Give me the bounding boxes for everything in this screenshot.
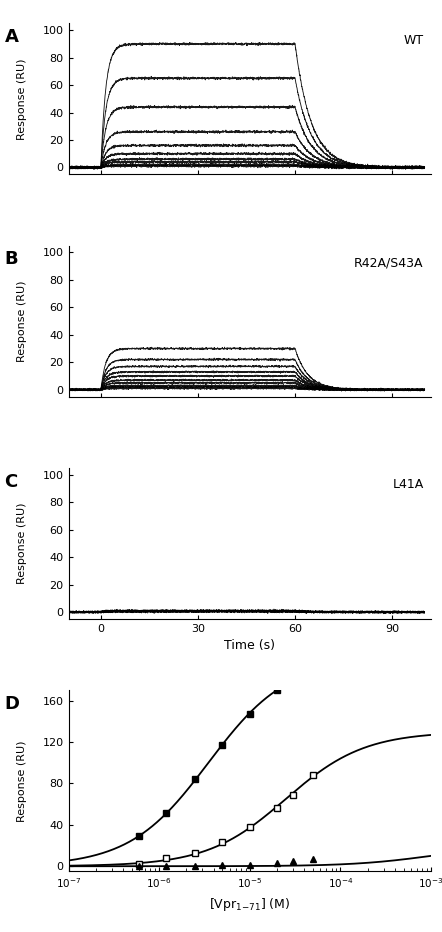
Text: D: D bbox=[4, 695, 19, 713]
Text: R42A/S43A: R42A/S43A bbox=[354, 256, 424, 269]
Text: L41A: L41A bbox=[392, 478, 424, 491]
Text: WT: WT bbox=[404, 34, 424, 47]
Y-axis label: Response (RU): Response (RU) bbox=[17, 281, 27, 362]
Text: B: B bbox=[4, 251, 18, 268]
Text: C: C bbox=[4, 473, 18, 490]
X-axis label: $[\mathregular{Vpr}_{1\mathregular{-}71}]$ (M): $[\mathregular{Vpr}_{1\mathregular{-}71}… bbox=[209, 896, 290, 912]
Text: A: A bbox=[4, 28, 18, 46]
X-axis label: Time (s): Time (s) bbox=[224, 639, 275, 652]
Y-axis label: Response (RU): Response (RU) bbox=[17, 502, 27, 584]
Y-axis label: Response (RU): Response (RU) bbox=[17, 740, 27, 822]
Y-axis label: Response (RU): Response (RU) bbox=[17, 58, 27, 140]
